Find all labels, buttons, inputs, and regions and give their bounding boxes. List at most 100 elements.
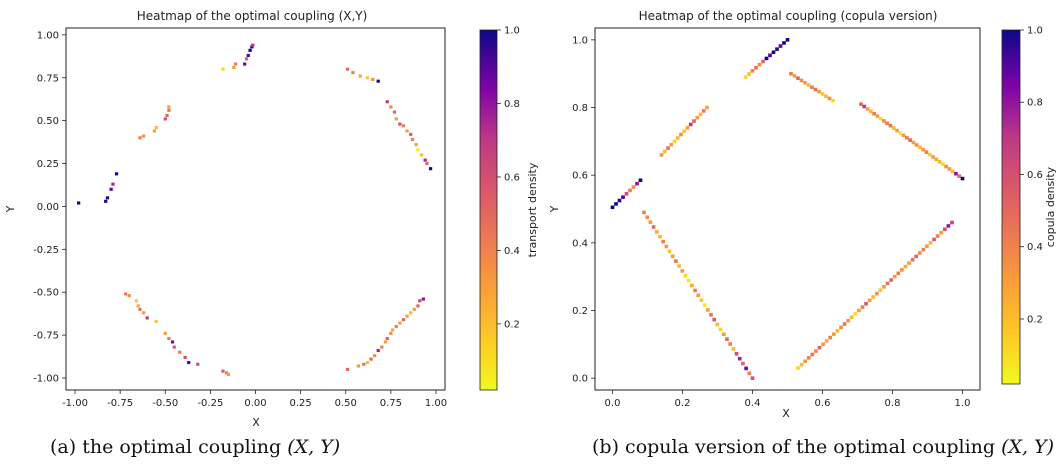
heatmap-cell [138,307,142,311]
heatmap-cell [391,328,395,332]
heatmap-cell [658,234,662,239]
heatmap-cell [385,100,389,104]
y-tick-label: 0.4 [572,238,588,249]
heatmap-cell [932,237,936,242]
heatmap-cell [412,307,416,311]
y-tick-label: -0.25 [33,245,59,256]
heatmap-cell [931,155,935,159]
heatmap-cell [820,92,825,96]
x-tick-label: 0.25 [289,398,311,409]
heatmap-cell [226,373,231,377]
heatmap-cell [123,292,128,296]
heatmap-cell [221,369,225,373]
heatmap-cell [831,98,835,103]
heatmap-cell [365,361,370,365]
colorbar-tick-label: 0.2 [504,319,520,330]
heatmap-cell [871,295,876,299]
chart-b-axes: 0.0 0.2 0.4 0.6 0.8 1.0 0.0 0.2 0.4 0.6 0.8 1.0 [572,35,970,409]
heatmap-cell [911,140,916,145]
chart-b-plot-frame [594,27,981,391]
heatmap-cell [666,146,670,150]
heatmap-cell [817,345,822,350]
heatmap-cell [768,53,772,58]
heatmap-cell [398,321,402,325]
caption-b-label: (b) [592,436,619,458]
heatmap-cell [167,336,171,341]
heatmap-cell [692,119,696,123]
heatmap-cell [425,161,429,166]
heatmap-cell [380,345,384,349]
heatmap-cell [170,340,175,344]
heatmap-cell [172,345,176,349]
heatmap-cell [778,44,783,48]
heatmap-cell [782,41,786,45]
heatmap-cell [154,319,158,323]
heatmap-cell [862,104,867,109]
chart-a-title: Heatmap of the optimal coupling (X,Y) [137,9,368,23]
caption-a-label: (a) [50,436,77,458]
heatmap-cell [376,348,380,353]
heatmap-cell [698,112,703,117]
heatmap-cell [405,129,409,133]
chart-a-colorbar [479,29,498,391]
heatmap-cell [824,339,829,343]
heatmap-cell [743,75,748,79]
heatmap-cell [167,105,171,109]
heatmap-cell [163,117,167,121]
heatmap-cell [927,152,932,157]
heatmap-cell [712,317,717,322]
figure: Heatmap of the optimal coupling (X,Y) -1… [4,9,1057,429]
heatmap-cell [868,109,873,114]
heatmap-cell [905,135,909,140]
heatmap-cell [764,56,769,61]
heatmap-cell [680,269,685,273]
heatmap-cell [672,139,677,144]
heatmap-cell [345,67,350,71]
heatmap-cell [910,257,915,262]
heatmap-cell [741,361,745,366]
heatmap-cell [664,244,669,249]
heatmap-cell [685,126,690,130]
heatmap-cell [725,337,729,341]
heatmap-cell [957,174,962,178]
heatmap-cell [77,201,81,205]
heatmap-cell [165,113,169,118]
x-tick-label: 0.4 [745,398,761,409]
chart-b-ylabel: Y [548,205,561,213]
heatmap-cell [925,244,929,248]
heatmap-cell [695,115,700,120]
heatmap-cell [385,336,389,341]
colorbar-tick-label: 0.4 [504,246,520,257]
heatmap-cell [803,359,808,364]
heatmap-cell [796,366,800,370]
chart-b-xlabel: X [782,407,790,420]
heatmap-cell [859,102,863,106]
chart-b-colorbar [1001,29,1021,385]
chart-a-xlabel: X [252,416,260,429]
caption-a: (a) the optimal coupling (X, Y) [50,436,340,458]
heatmap-cell [372,354,377,358]
heatmap-cell [750,376,755,380]
heatmap-cell [908,138,912,142]
heatmap-cell [792,74,797,78]
heatmap-cell [882,119,886,123]
heatmap-cell [654,230,659,234]
heatmap-cell [799,78,804,83]
heatmap-cell [914,143,919,147]
heatmap-cell [389,105,393,109]
chart-a: Heatmap of the optimal coupling (X,Y) -1… [4,9,539,429]
heatmap-cell [371,77,375,82]
heatmap-cell [105,196,110,200]
x-tick-label: -0.50 [152,398,178,409]
heatmap-cell [134,299,139,303]
heatmap-cell [661,239,665,244]
heatmap-cell [900,268,904,272]
caption-a-math: (X, Y) [287,436,341,458]
x-tick-label: 0.75 [380,398,402,409]
x-tick-label: 0.50 [335,398,357,409]
heatmap-cell [928,241,933,245]
heatmap-cell [682,129,687,133]
y-tick-label: 0.0 [572,374,588,385]
y-tick-label: -1.00 [33,373,59,384]
colorbar-tick-label: 0.8 [504,99,520,110]
